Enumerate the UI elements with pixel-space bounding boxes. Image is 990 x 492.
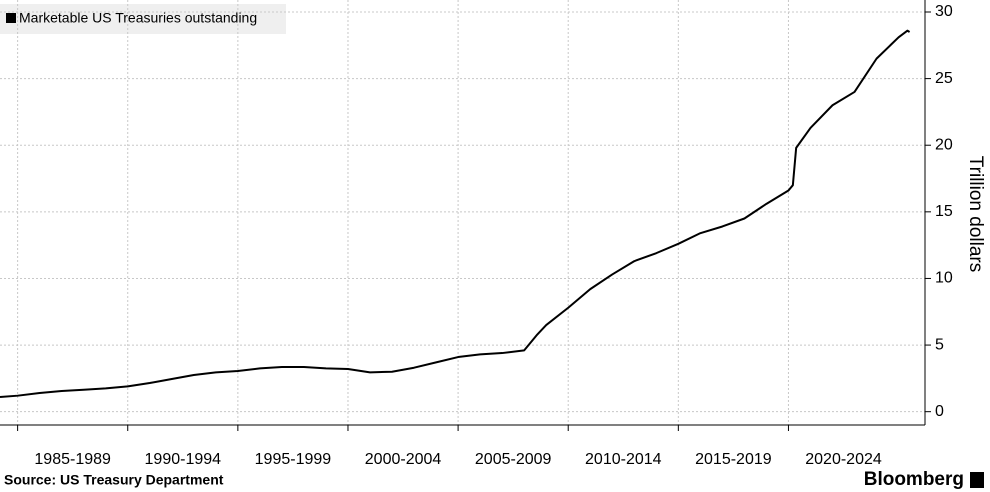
y-tick-label: 5 (935, 336, 944, 353)
x-tick-label: 2015-2019 (695, 451, 772, 468)
y-tick-label: 15 (935, 203, 953, 220)
x-tick-label: 1995-1999 (255, 451, 332, 468)
y-tick-label: 20 (935, 136, 953, 153)
x-tick-label: 1990-1994 (145, 451, 222, 468)
y-tick-label: 10 (935, 270, 953, 287)
source: Source: US Treasury Department (4, 472, 224, 488)
y-axis-title: Trillion dollars (965, 156, 986, 273)
brand-icon (970, 472, 984, 488)
data-line (0, 29, 911, 399)
y-tick-label: 25 (935, 70, 953, 87)
legend-label: Marketable US Treasuries outstanding (19, 10, 257, 26)
y-tick-label: 0 (935, 403, 944, 420)
x-tick-label: 2020-2024 (805, 451, 882, 468)
brand: Bloomberg (864, 469, 964, 490)
legend-swatch (6, 13, 16, 23)
x-tick-label: 1985-1989 (34, 451, 111, 468)
x-tick-label: 2000-2004 (365, 451, 442, 468)
y-tick-label: 30 (935, 3, 953, 20)
x-tick-label: 2005-2009 (475, 451, 552, 468)
x-tick-label: 2010-2014 (585, 451, 662, 468)
